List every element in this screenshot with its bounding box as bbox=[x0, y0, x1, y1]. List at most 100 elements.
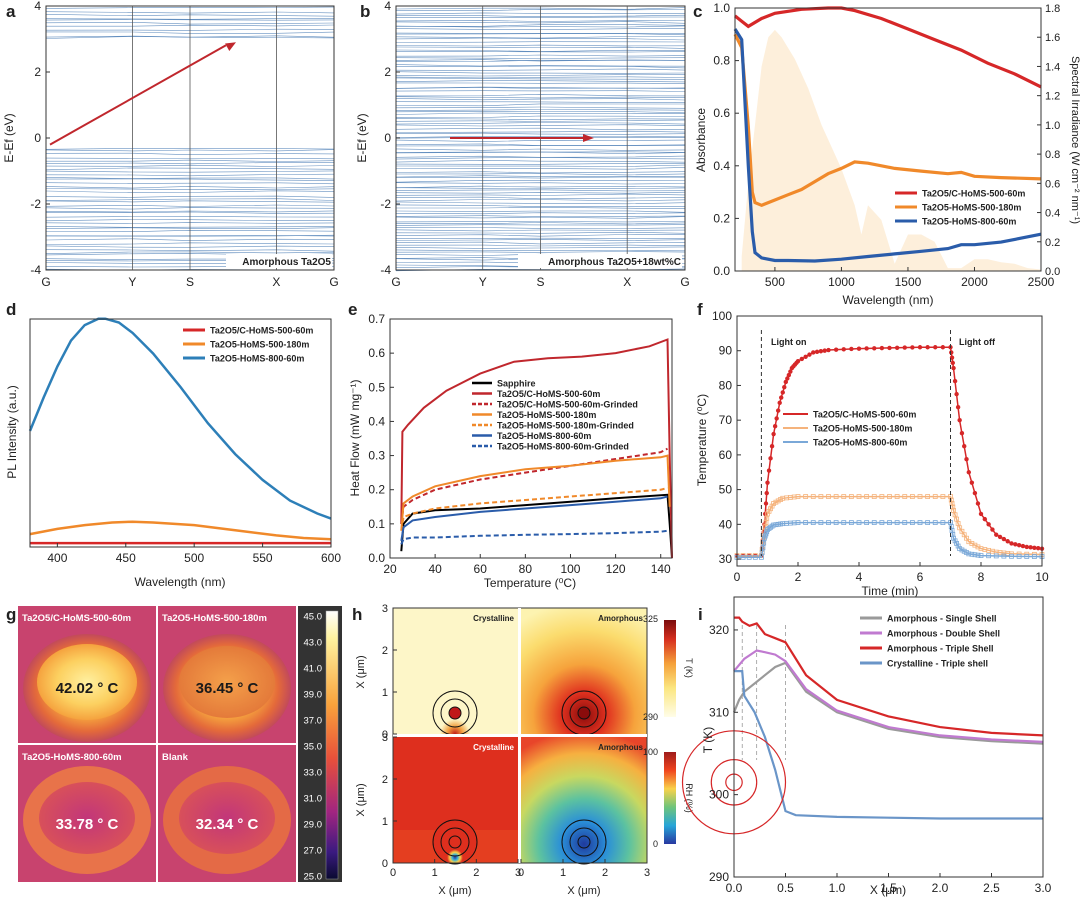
series-marker bbox=[940, 520, 946, 525]
map-amorphous-T: Amorphous bbox=[521, 608, 647, 736]
series-marker bbox=[932, 520, 938, 525]
series-marker bbox=[803, 354, 808, 359]
ytick-label: 50 bbox=[719, 483, 733, 497]
panel-e-ticks: 20 40 60 80 100 120 140 0.0 0.1 0.2 0.3 0.4 0.5 0.6 0.… bbox=[368, 312, 671, 576]
panel-e-dsc: 20 40 60 80 100 120 140 0.0 0.1 0.2 0.3 0.4 0.5 0.6 0.… bbox=[348, 312, 673, 590]
series-marker bbox=[917, 520, 923, 525]
panel-i-temperature-profile: 0.0 0.5 1.0 1.5 2.0 2.5 3.0 290 300 310 320 X (μm)… bbox=[681, 596, 1052, 897]
ytick-label: 320 bbox=[709, 623, 729, 637]
ytick-label: 2 bbox=[382, 645, 388, 657]
panel-h-xlabel-2: X (μm) bbox=[567, 885, 600, 897]
series-marker bbox=[759, 550, 765, 555]
xtick-label: 1 bbox=[560, 867, 566, 879]
panel-h-xlabel-1: X (μm) bbox=[438, 885, 471, 897]
panel-f-xlabel: Time (min) bbox=[862, 584, 919, 598]
kpoint-label: G bbox=[680, 275, 689, 289]
series-marker bbox=[894, 494, 900, 499]
y2tick-label: 0.2 bbox=[1045, 237, 1060, 249]
series-marker bbox=[1032, 545, 1037, 550]
xtick-label: 3 bbox=[515, 867, 521, 879]
thermal-image-3-temp: 33.78 ° C bbox=[56, 816, 119, 833]
panel-letter-g: g bbox=[6, 605, 16, 624]
panel-b-arrowhead bbox=[583, 134, 594, 142]
series-marker bbox=[917, 345, 923, 350]
series-marker bbox=[959, 430, 965, 436]
legend-label: Ta2O5-HoMS-800-60m bbox=[922, 217, 1016, 227]
series-marker bbox=[814, 349, 820, 355]
series-line bbox=[400, 495, 668, 542]
xtick-label: 2 bbox=[473, 867, 479, 879]
legend-label: Ta2O5/C-HoMS-500-60m bbox=[497, 389, 600, 399]
y2tick-label: 1.6 bbox=[1045, 32, 1060, 44]
series-marker bbox=[949, 350, 954, 355]
panel-a-yticks: -4 -2 0 2 4 bbox=[30, 0, 50, 277]
series-marker bbox=[872, 346, 877, 351]
map-amorphous-RH: Amorphous bbox=[521, 737, 647, 865]
xtick-label: 6 bbox=[917, 570, 924, 584]
colorbar-tick: 29.0 bbox=[304, 820, 323, 831]
panel-e-xlabel: Temperature (⁰C) bbox=[484, 576, 576, 590]
panel-b-title-bg bbox=[518, 254, 682, 268]
series-line bbox=[29, 520, 332, 541]
series-marker bbox=[833, 520, 839, 525]
panel-d-ticks: 400 450 500 550 600 bbox=[47, 543, 341, 565]
legend-label: Ta2O5/C-HoMS-500-60m bbox=[922, 189, 1025, 199]
series-line bbox=[733, 28, 1042, 263]
series-marker bbox=[864, 346, 869, 351]
series-line bbox=[734, 6, 1042, 89]
map-3-title: Crystalline bbox=[473, 743, 514, 752]
thermal-image-2-temp: 36.45 ° C bbox=[196, 680, 259, 697]
ytick-label: 4 bbox=[384, 0, 391, 13]
cb-RH-min: 0 bbox=[653, 839, 658, 849]
colorbar-tick: 39.0 bbox=[304, 690, 323, 701]
y2tick-label: 0.8 bbox=[1045, 149, 1060, 161]
legend-label: Ta2O5-HoMS-500-180m bbox=[497, 410, 596, 420]
xtick-label: 10 bbox=[1035, 570, 1049, 584]
panel-letter-f: f bbox=[697, 300, 703, 319]
series-marker bbox=[909, 494, 915, 499]
xtick-label: 0 bbox=[390, 867, 396, 879]
xtick-label: 40 bbox=[428, 562, 442, 576]
series-marker bbox=[950, 360, 955, 366]
xtick-label: 2500 bbox=[1028, 275, 1055, 289]
panel-a-ylabel: E-Ef (eV) bbox=[2, 113, 16, 162]
series-marker bbox=[969, 551, 975, 557]
ytick-label: 0.2 bbox=[713, 211, 730, 225]
panel-d-frame bbox=[29, 318, 332, 548]
xtick-label: 1500 bbox=[895, 275, 922, 289]
series-marker bbox=[826, 494, 831, 499]
panel-a-kpoint-lines bbox=[131, 6, 277, 270]
series-marker bbox=[894, 520, 900, 525]
ytick-label: 310 bbox=[709, 705, 729, 719]
series-marker bbox=[951, 365, 956, 371]
ytick-label: 30 bbox=[719, 552, 733, 566]
panel-f-temperature: 0 2 4 6 8 10 30 40 50 60 70 80 90 100 Light on Light … bbox=[695, 309, 1049, 598]
panel-a-band-structure: -4 -2 0 2 4 G Y S X G E-Ef (eV) Amorphous Ta2O5 bbox=[2, 0, 339, 289]
ytick-label: 0.3 bbox=[368, 449, 385, 463]
ytick-label: 2 bbox=[382, 774, 388, 786]
panel-i-series bbox=[732, 616, 1044, 820]
ytick-label: -4 bbox=[380, 263, 391, 277]
kpoint-label: S bbox=[536, 275, 544, 289]
thermal-image-3-label: Ta2O5-HoMS-800-60m bbox=[22, 752, 122, 763]
ytick-label: 4 bbox=[34, 0, 41, 13]
series-line bbox=[737, 495, 1043, 557]
panel-e-ylabel: Heat Flow (mW mg⁻¹) bbox=[348, 379, 362, 496]
series-marker bbox=[810, 494, 816, 499]
series-marker bbox=[925, 345, 930, 350]
ytick-label: 2 bbox=[384, 65, 391, 79]
panel-letter-i: i bbox=[698, 605, 703, 624]
series-marker bbox=[818, 520, 824, 525]
xtick-label: 4 bbox=[856, 570, 863, 584]
ytick-label: 0.6 bbox=[368, 346, 385, 360]
thermal-image-2-label: Ta2O5-HoMS-500-180m bbox=[162, 613, 267, 624]
ytick-label: 40 bbox=[719, 517, 733, 531]
series-marker bbox=[856, 520, 862, 525]
series-marker bbox=[769, 444, 775, 449]
series-marker bbox=[879, 345, 885, 351]
series-marker bbox=[940, 494, 946, 499]
series-marker bbox=[932, 494, 938, 499]
series-line bbox=[400, 493, 673, 559]
series-marker bbox=[1001, 553, 1007, 559]
